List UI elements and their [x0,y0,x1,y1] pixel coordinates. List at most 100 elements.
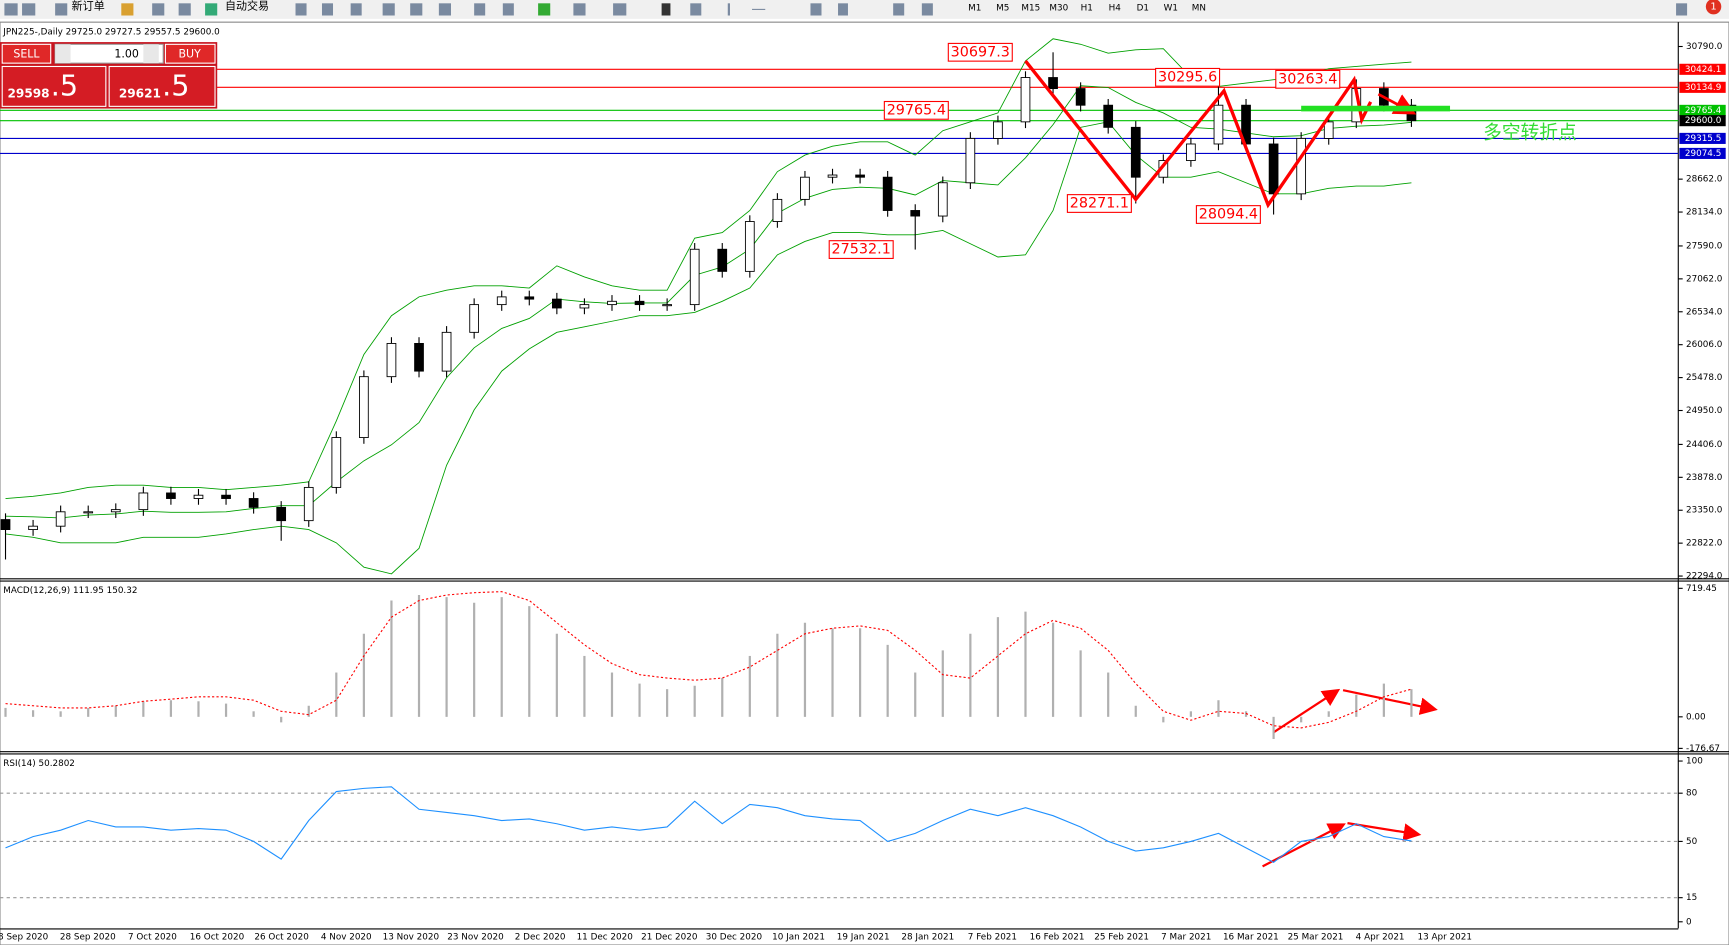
price-level-box [1679,147,1726,159]
price-annotation: 30697.3 [951,44,1010,60]
x-tick-label: 7 Mar 2021 [1161,933,1211,943]
bid-price: 29598 [7,87,49,101]
candle-body [937,182,948,217]
price-level-label: 29315.5 [1685,134,1721,144]
candle-body [579,304,590,309]
price-level-box [1679,104,1726,116]
x-tick-label: 10 Jan 2021 [772,933,825,943]
toolbar-icons [4,3,1688,16]
candle-body [138,492,149,511]
price-level-box [1679,115,1726,127]
timeframe-button[interactable]: W1 [1164,3,1178,13]
price-annotation-box [1195,205,1261,224]
candle-body [634,300,645,306]
candle-body [221,494,231,499]
timeframe-button[interactable]: H4 [1109,3,1122,13]
x-tick-label: 28 Sep 2020 [60,933,116,943]
timeframe-button[interactable]: M15 [1021,3,1040,13]
notification-count: 1 [1710,2,1716,13]
y-tick-label: 23350.0 [1686,506,1723,516]
y-tick-label: 27590.0 [1686,241,1723,251]
y-tick-label: 28662.0 [1686,175,1723,185]
candle-body [83,511,94,514]
y-tick-label: 25478.0 [1686,373,1723,383]
y-tick-label: 22822.0 [1686,539,1723,549]
price-annotation: 27532.1 [832,242,891,258]
y-tick-label: 24406.0 [1686,440,1723,450]
y-tick-label: 23878.0 [1686,473,1723,483]
buy-label: BUY [178,47,201,60]
price-annotation: 28094.4 [1199,206,1258,222]
lot-value: 1.00 [114,47,139,60]
x-tick-label: 19 Jan 2021 [837,933,890,943]
candle-body [1020,77,1031,123]
candle-body [28,525,38,531]
y-tick-label: 24950.0 [1686,406,1723,416]
turning-point-label: 多空转折点 [1483,121,1577,143]
candle-body [910,210,921,217]
candle-body [193,494,204,499]
timeframe-button[interactable]: MN [1192,3,1206,13]
candle-body [662,304,672,307]
new-order-button[interactable]: 新订单 [72,0,105,13]
y-tick-label: 22294.0 [1686,572,1723,582]
price-annotation: 30295.6 [1158,69,1217,85]
y-tick-label: 719.45 [1686,584,1717,594]
candle-body [965,137,976,184]
timeframe-button[interactable]: H1 [1081,3,1093,13]
price-annotation-box [947,42,1013,62]
candle-body [1103,104,1114,128]
price-annotation: 28271.1 [1070,195,1129,211]
auto-trading-button[interactable]: 自动交易 [225,0,269,13]
sell-button[interactable] [1,43,52,64]
x-tick-label: 30 Dec 2020 [706,933,763,943]
x-tick-label: 16 Oct 2020 [190,933,245,943]
buy-button[interactable] [164,43,216,64]
timeframe-button[interactable]: M1 [968,3,981,13]
bollinger-band [5,85,1412,519]
candle-body [1213,104,1224,145]
candle-body [552,298,562,309]
toolbar [0,0,1729,19]
candle-body [441,331,452,372]
timeframe-button[interactable]: D1 [1137,3,1149,13]
y-tick-label: 30790.0 [1686,42,1723,52]
price-level-label: 29765.4 [1685,106,1722,116]
x-tick-label: 8 Sep 2020 [0,933,49,943]
candle-body [303,486,314,522]
x-tick-label: 4 Apr 2021 [1356,933,1405,943]
y-tick-label: 15 [1686,893,1697,903]
price-level-box [1679,132,1726,144]
bollinger-band [5,38,1412,499]
timeframe-bar: M1 M5 M15 M30 H1 H4 D1 W1 MN [968,3,1206,13]
notification-badge[interactable] [1705,0,1722,15]
x-tick-label: 4 Nov 2020 [321,933,372,943]
trade-panel: SELL 1.00 BUY 29598 .5 29621 .5 [0,42,218,109]
x-tick-label: 11 Dec 2020 [577,933,634,943]
candle-body [1075,88,1086,106]
candle-body [607,300,617,306]
candle-body [166,492,176,499]
y-tick-label: 27062.0 [1686,274,1723,284]
timeframe-button[interactable]: M30 [1049,3,1068,13]
price-level-label: 29600.0 [1685,116,1722,126]
bollinger-band [5,121,1412,575]
candle-body [1048,77,1058,90]
chart-header: JPN225-,Daily 29725.0 29727.5 29557.5 29… [2,28,220,38]
timeframe-button[interactable]: M5 [996,3,1009,13]
x-tick-label: 26 Oct 2020 [254,933,309,943]
price-level-label: 30424.1 [1685,65,1721,75]
x-tick-label: 13 Apr 2021 [1417,933,1471,943]
price-annotation-box [828,240,894,259]
candle-body [1130,126,1141,178]
price-level-label: 30134.9 [1685,83,1721,93]
candle-body [772,198,783,222]
candle-body [469,304,480,333]
candle-body [55,511,66,527]
candle-body [1296,137,1307,195]
price-level-box [1679,63,1726,75]
candle-body [414,342,424,372]
x-tick-label: 21 Dec 2020 [641,933,698,943]
x-tick-label: 28 Jan 2021 [901,933,954,943]
